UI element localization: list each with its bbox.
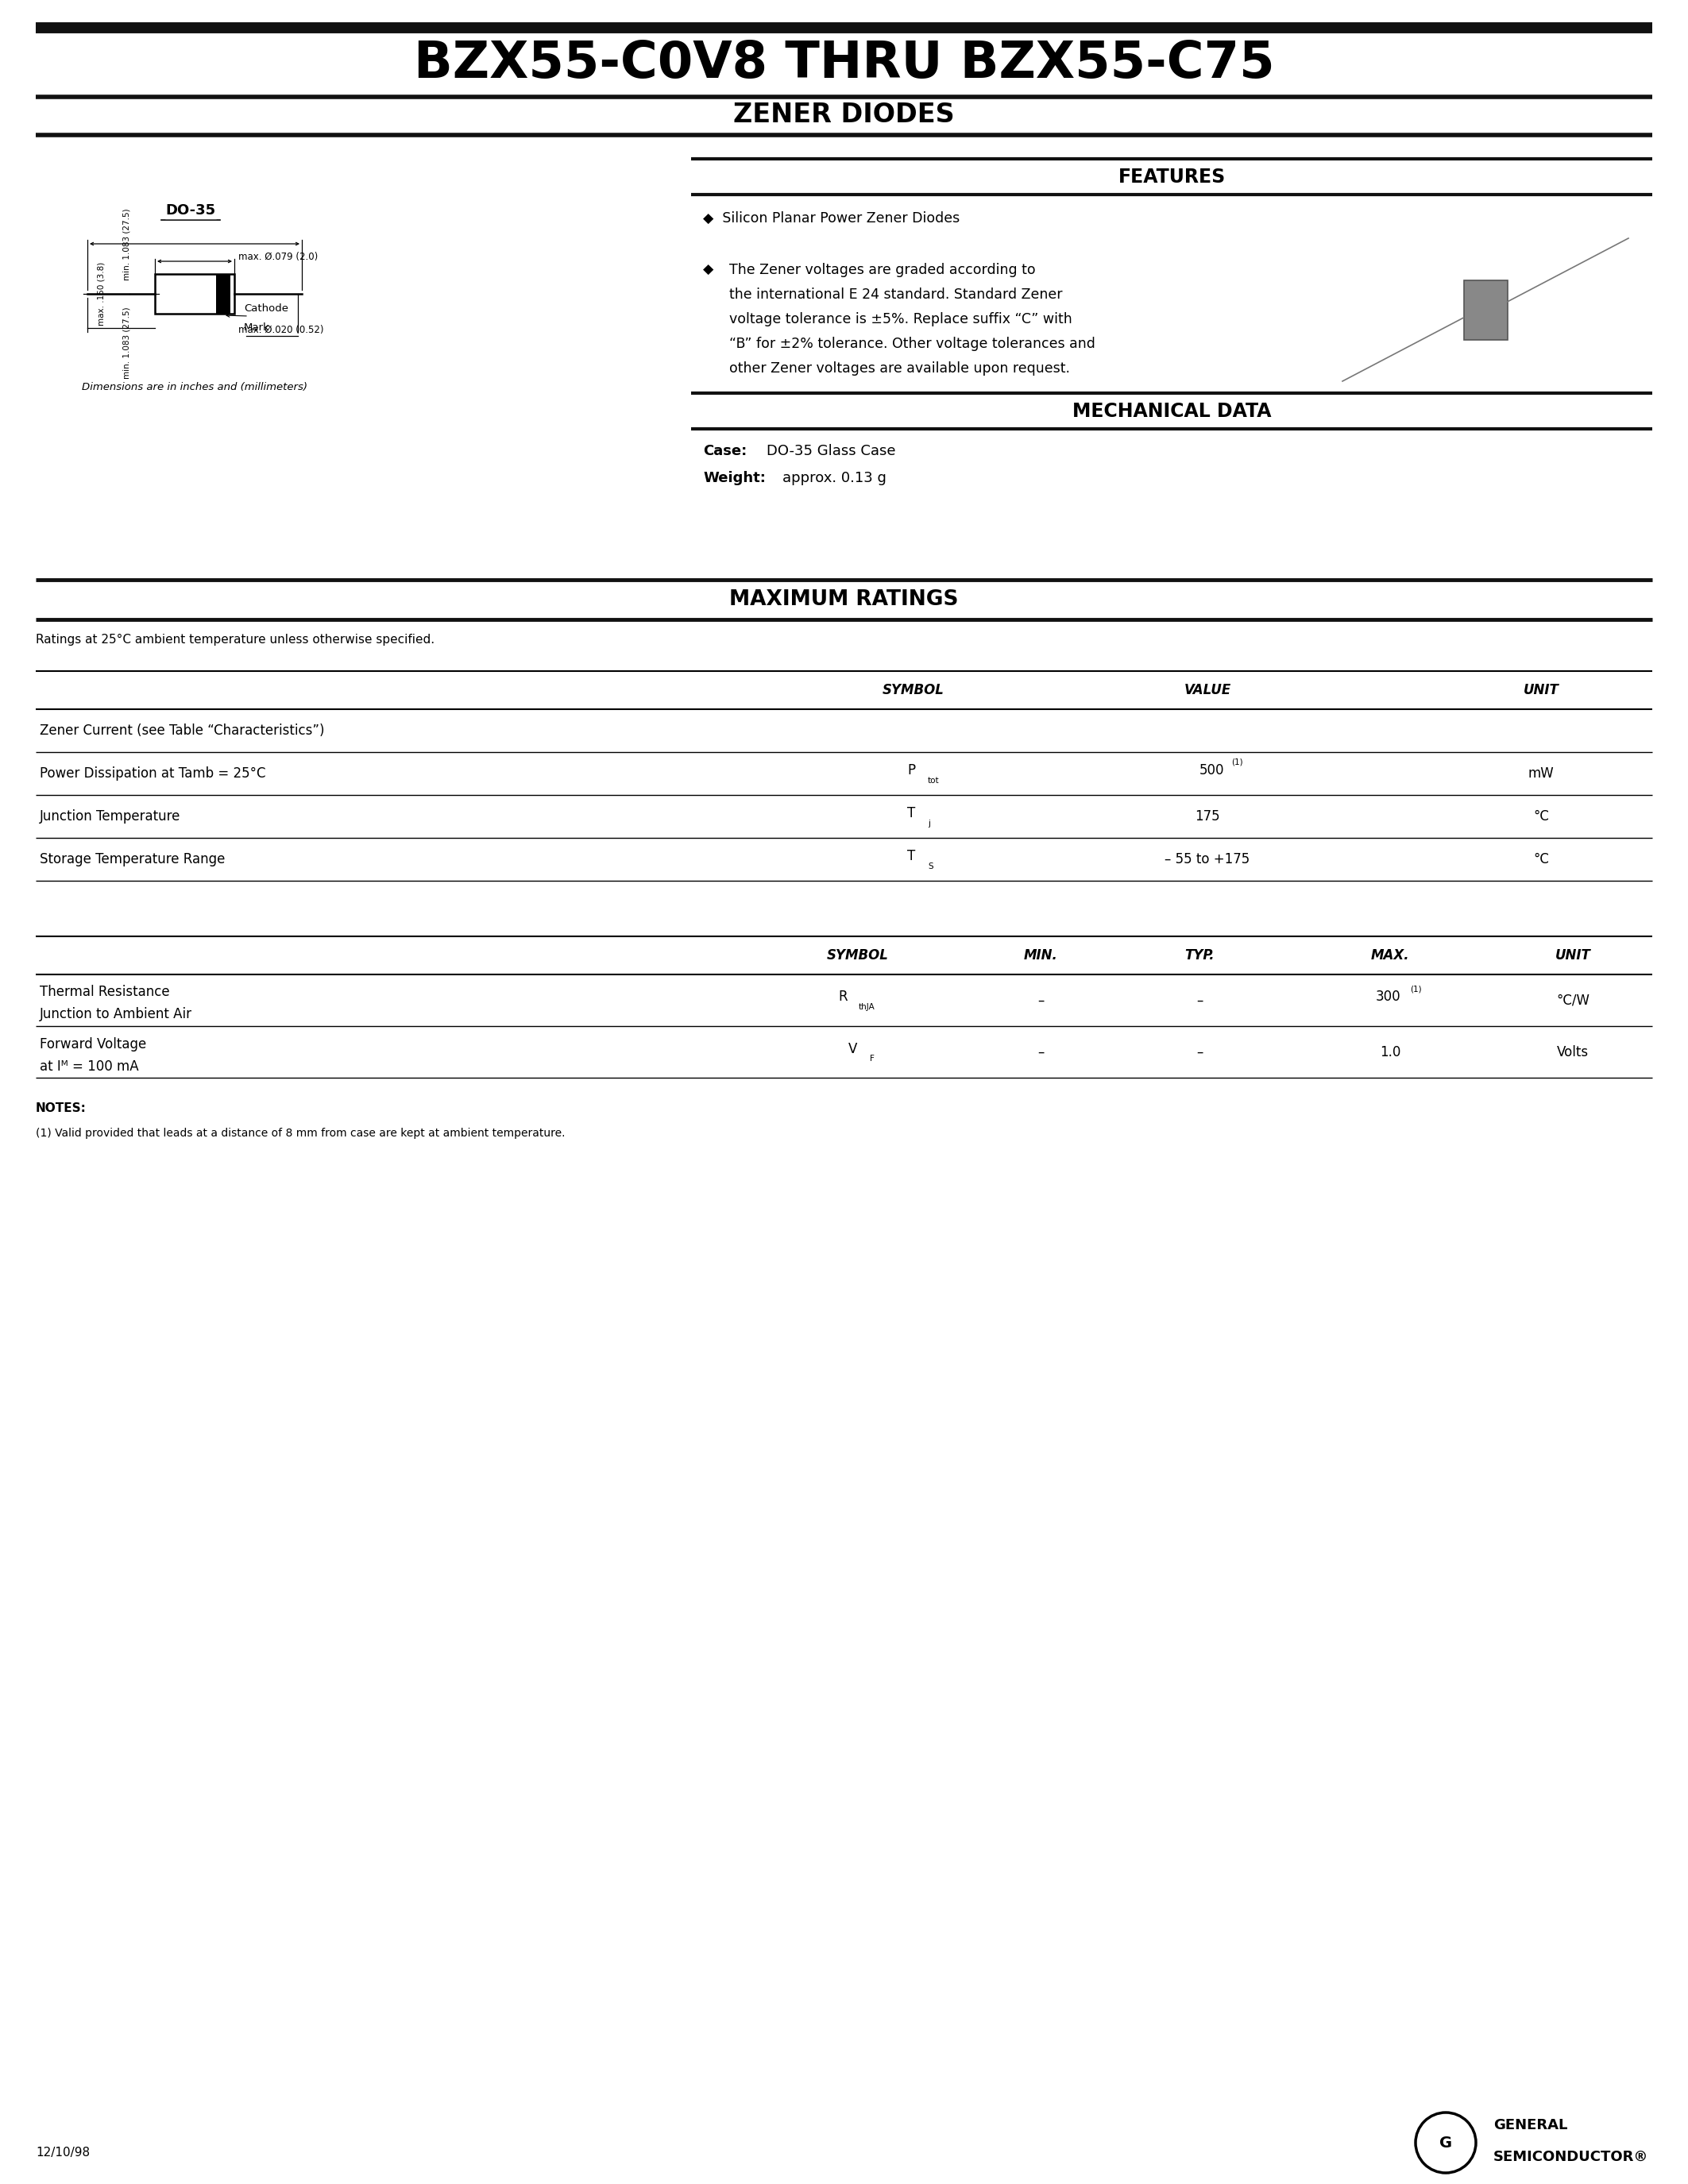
Text: –: – <box>1197 994 1204 1007</box>
Text: 1.0: 1.0 <box>1379 1044 1401 1059</box>
Text: Mark: Mark <box>243 321 270 332</box>
Text: UNIT: UNIT <box>1523 684 1558 697</box>
Text: j: j <box>928 819 930 828</box>
Text: MAX.: MAX. <box>1371 948 1409 963</box>
Text: ◆: ◆ <box>702 262 714 277</box>
Text: BZX55-C0V8 THRU BZX55-C75: BZX55-C0V8 THRU BZX55-C75 <box>414 39 1274 87</box>
Text: (1): (1) <box>1231 758 1242 767</box>
Text: at Iᴹ = 100 mA: at Iᴹ = 100 mA <box>41 1059 138 1072</box>
Text: R: R <box>837 989 847 1005</box>
Text: the international E 24 standard. Standard Zener: the international E 24 standard. Standar… <box>729 288 1062 301</box>
Text: The Zener voltages are graded according to: The Zener voltages are graded according … <box>729 262 1035 277</box>
Text: voltage tolerance is ±5%. Replace suffix “C” with: voltage tolerance is ±5%. Replace suffix… <box>729 312 1072 325</box>
Text: thJA: thJA <box>859 1002 874 1011</box>
Text: mW: mW <box>1528 767 1555 780</box>
Text: ◆  Silicon Planar Power Zener Diodes: ◆ Silicon Planar Power Zener Diodes <box>702 212 960 225</box>
Text: 500: 500 <box>1200 762 1224 778</box>
Text: (1): (1) <box>1409 985 1421 994</box>
Text: SEMICONDUCTOR®: SEMICONDUCTOR® <box>1494 2149 1649 2164</box>
Text: F: F <box>869 1055 874 1064</box>
Text: Weight:: Weight: <box>702 472 766 485</box>
Text: min. 1.083 (27.5): min. 1.083 (27.5) <box>123 210 132 280</box>
Bar <box>1463 280 1507 339</box>
Text: DO-35 Glass Case: DO-35 Glass Case <box>766 443 896 459</box>
Text: VALUE: VALUE <box>1183 684 1231 697</box>
Text: max. Ø.079 (2.0): max. Ø.079 (2.0) <box>238 251 317 262</box>
Text: °C: °C <box>1533 852 1550 867</box>
Text: UNIT: UNIT <box>1555 948 1590 963</box>
Text: 300: 300 <box>1376 989 1401 1005</box>
Text: TYP.: TYP. <box>1185 948 1214 963</box>
Text: T: T <box>906 850 915 863</box>
Text: DO-35: DO-35 <box>165 203 216 218</box>
Text: “B” for ±2% tolerance. Other voltage tolerances and: “B” for ±2% tolerance. Other voltage tol… <box>729 336 1096 352</box>
Text: other Zener voltages are available upon request.: other Zener voltages are available upon … <box>729 360 1070 376</box>
Text: –: – <box>1036 1044 1043 1059</box>
Text: MIN.: MIN. <box>1023 948 1058 963</box>
Text: Zener Current (see Table “Characteristics”): Zener Current (see Table “Characteristic… <box>41 723 324 738</box>
Text: –: – <box>1036 994 1043 1007</box>
Text: tot: tot <box>928 778 940 784</box>
Text: Volts: Volts <box>1556 1044 1588 1059</box>
Text: min. 1.083 (27.5): min. 1.083 (27.5) <box>123 308 132 380</box>
Text: V: V <box>849 1042 858 1055</box>
Text: Storage Temperature Range: Storage Temperature Range <box>41 852 225 867</box>
Text: T: T <box>906 806 915 821</box>
Text: 12/10/98: 12/10/98 <box>35 2147 89 2158</box>
Text: Case:: Case: <box>702 443 746 459</box>
Text: Cathode: Cathode <box>243 304 289 312</box>
Text: Junction to Ambient Air: Junction to Ambient Air <box>41 1007 192 1022</box>
Bar <box>216 273 230 314</box>
Text: max. .150 (3.8): max. .150 (3.8) <box>98 262 106 325</box>
Text: Forward Voltage: Forward Voltage <box>41 1037 147 1051</box>
Text: –: – <box>1197 1044 1204 1059</box>
Text: Power Dissipation at Tamb = 25°C: Power Dissipation at Tamb = 25°C <box>41 767 265 780</box>
Text: (1) Valid provided that leads at a distance of 8 mm from case are kept at ambien: (1) Valid provided that leads at a dista… <box>35 1127 565 1138</box>
Text: 175: 175 <box>1195 810 1220 823</box>
Text: Dimensions are in inches and (millimeters): Dimensions are in inches and (millimeter… <box>81 382 307 393</box>
Text: MECHANICAL DATA: MECHANICAL DATA <box>1072 402 1271 422</box>
Text: °C/W: °C/W <box>1556 994 1590 1007</box>
Text: ZENER DIODES: ZENER DIODES <box>733 103 955 129</box>
Text: G: G <box>1440 2136 1452 2151</box>
Text: – 55 to +175: – 55 to +175 <box>1165 852 1251 867</box>
Text: °C: °C <box>1533 810 1550 823</box>
Text: Junction Temperature: Junction Temperature <box>41 810 181 823</box>
Text: Ratings at 25°C ambient temperature unless otherwise specified.: Ratings at 25°C ambient temperature unle… <box>35 633 434 644</box>
Text: P: P <box>906 762 915 778</box>
Bar <box>155 273 235 314</box>
Text: FEATURES: FEATURES <box>1117 168 1225 186</box>
Text: S: S <box>928 863 933 871</box>
Text: MAXIMUM RATINGS: MAXIMUM RATINGS <box>729 590 959 609</box>
Text: approx. 0.13 g: approx. 0.13 g <box>783 472 886 485</box>
Text: max. Ø.020 (0.52): max. Ø.020 (0.52) <box>238 325 324 334</box>
Text: GENERAL: GENERAL <box>1494 2118 1568 2132</box>
Text: SYMBOL: SYMBOL <box>827 948 890 963</box>
Text: Thermal Resistance: Thermal Resistance <box>41 985 170 1000</box>
Text: SYMBOL: SYMBOL <box>883 684 945 697</box>
Text: NOTES:: NOTES: <box>35 1103 86 1114</box>
